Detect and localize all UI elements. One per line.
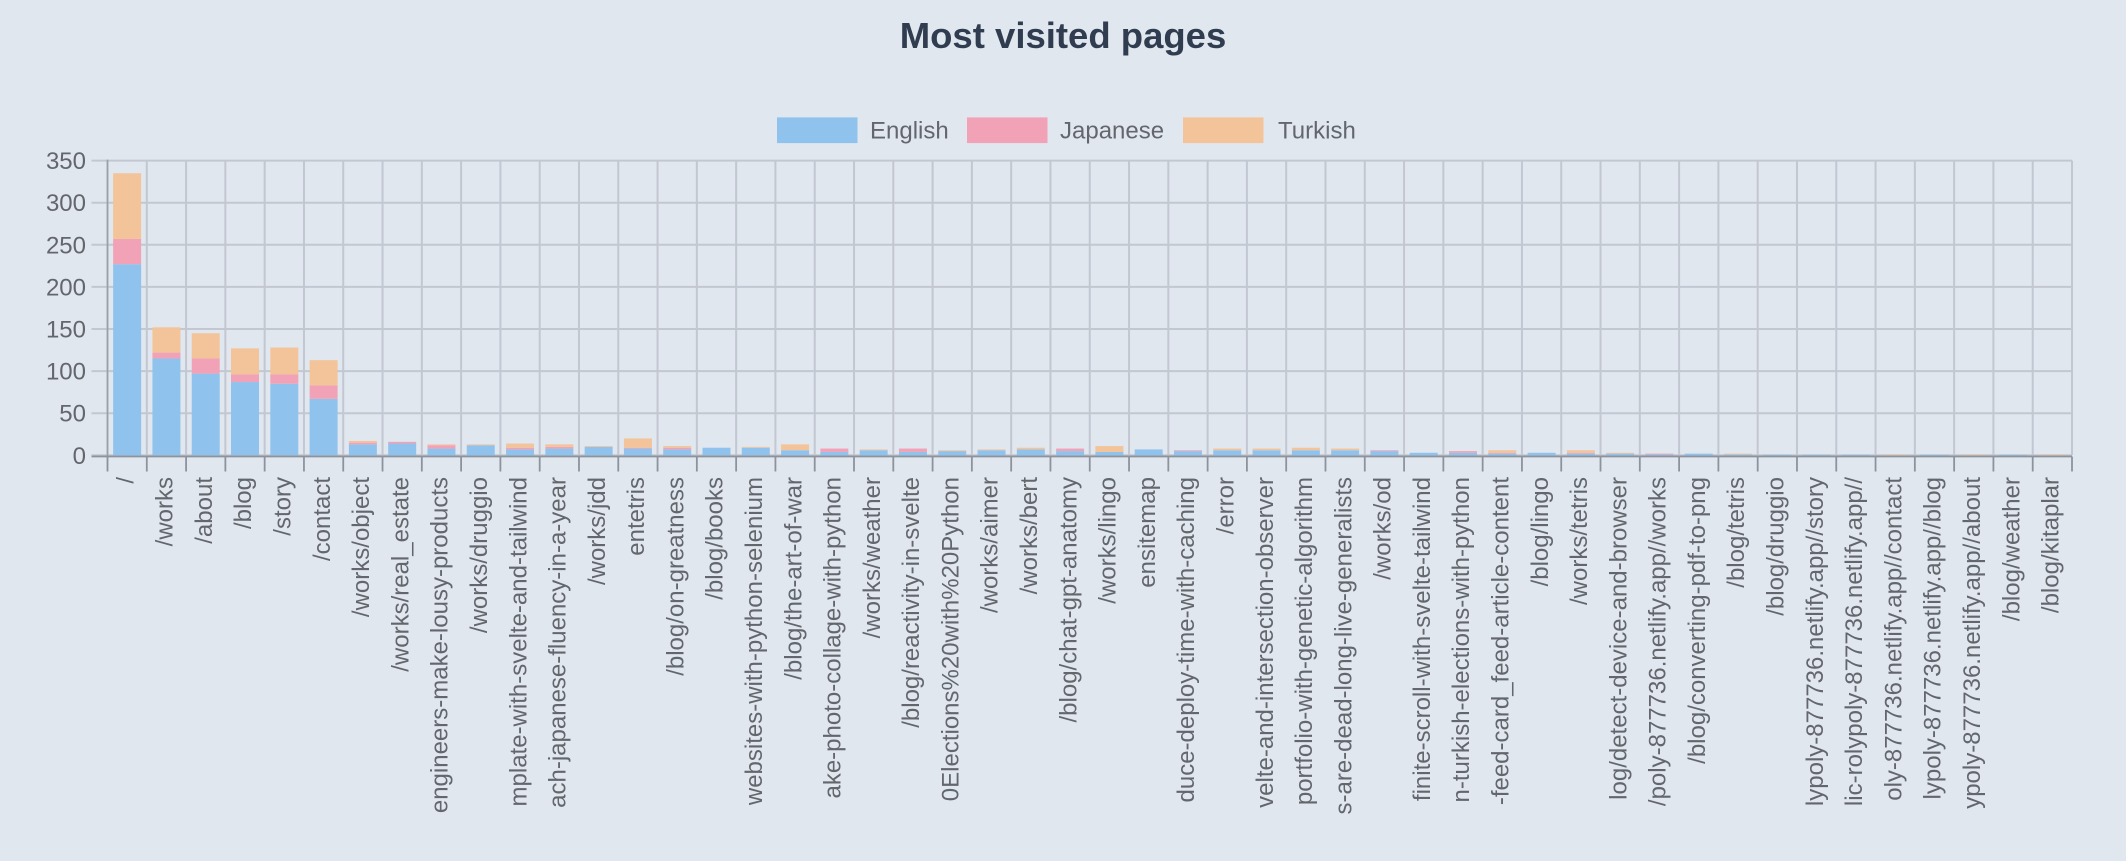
svg-text:0Elections%20with%20Python: 0Elections%20with%20Python xyxy=(937,477,964,801)
svg-text:s-are-dead-long-live-generalis: s-are-dead-long-live-generalists xyxy=(1330,477,1357,815)
svg-text:duce-deploy-time-with-caching: duce-deploy-time-with-caching xyxy=(1173,477,1200,802)
svg-text:velte-and-intersection-observe: velte-and-intersection-observer xyxy=(1252,477,1279,808)
svg-text:Turkish: Turkish xyxy=(1278,117,1356,144)
svg-text:lypoly-877736.netlify.app//blo: lypoly-877736.netlify.app//blog xyxy=(1920,477,1947,799)
svg-text:/story: /story xyxy=(270,477,297,536)
svg-text:/: / xyxy=(112,477,139,484)
svg-text:/blog/tetris: /blog/tetris xyxy=(1723,477,1750,588)
svg-text:Japanese: Japanese xyxy=(1060,117,1164,144)
svg-text:/works/real_estate: /works/real_estate xyxy=(387,477,414,672)
svg-text:/works/aimer: /works/aimer xyxy=(977,477,1004,613)
svg-text:/works/object: /works/object xyxy=(348,477,375,617)
svg-text:lypoly-877736.netlify.app//sto: lypoly-877736.netlify.app//story xyxy=(1802,477,1829,806)
svg-text:/blog/on-greatness: /blog/on-greatness xyxy=(662,477,689,676)
svg-text:engineers-make-lousy-products: engineers-make-lousy-products xyxy=(427,477,454,813)
svg-text:portfolio-with-genetic-algorit: portfolio-with-genetic-algorithm xyxy=(1291,477,1318,805)
svg-text:n-turkish-elections-with-pytho: n-turkish-elections-with-python xyxy=(1448,477,1475,802)
svg-text:websites-with-python-selenium: websites-with-python-selenium xyxy=(741,477,768,806)
svg-text:/works/jdd: /works/jdd xyxy=(584,477,611,585)
svg-text:/blog/books: /blog/books xyxy=(702,477,729,600)
svg-text:mplate-with-svelte-and-tailwin: mplate-with-svelte-and-tailwind xyxy=(505,477,532,806)
svg-text:100: 100 xyxy=(46,359,86,386)
svg-text:300: 300 xyxy=(46,190,86,217)
svg-text:/poly-877736.netlify.app//work: /poly-877736.netlify.app//works xyxy=(1645,477,1672,806)
svg-text:ach-japanese-fluency-in-a-year: ach-japanese-fluency-in-a-year xyxy=(545,477,572,808)
svg-text:oly-877736.netlify.app//contac: oly-877736.netlify.app//contact xyxy=(1880,477,1907,801)
svg-text:0: 0 xyxy=(73,443,86,470)
svg-text:50: 50 xyxy=(59,401,86,428)
svg-text:/blog/weather: /blog/weather xyxy=(1998,477,2025,621)
svg-text:Most visited pages: Most visited pages xyxy=(900,15,1227,56)
svg-text:/works/bert: /works/bert xyxy=(1016,477,1043,595)
svg-text:/works/weather: /works/weather xyxy=(859,477,886,638)
svg-text:350: 350 xyxy=(46,148,86,175)
svg-text:ensitemap: ensitemap xyxy=(1134,477,1161,588)
svg-text:/about: /about xyxy=(191,477,218,544)
svg-text:/blog/lingo: /blog/lingo xyxy=(1527,477,1554,586)
svg-text:English: English xyxy=(870,117,949,144)
svg-text:/blog/the-art-of-war: /blog/the-art-of-war xyxy=(780,477,807,680)
svg-text:-feed-card_feed-article-conten: -feed-card_feed-article-content xyxy=(1488,477,1515,806)
svg-text:ake-photo-collage-with-python: ake-photo-collage-with-python xyxy=(820,477,847,799)
svg-text:150: 150 xyxy=(46,317,86,344)
svg-text:/blog/chat-gpt-anatomy: /blog/chat-gpt-anatomy xyxy=(1055,477,1082,722)
svg-text:finite-scroll-with-svelte-tail: finite-scroll-with-svelte-tailwind xyxy=(1409,477,1436,801)
svg-text:/works/lingo: /works/lingo xyxy=(1095,477,1122,604)
svg-text:250: 250 xyxy=(46,232,86,259)
svg-text:/blog: /blog xyxy=(230,477,257,529)
svg-text:200: 200 xyxy=(46,274,86,301)
svg-text:/blog/kitaplar: /blog/kitaplar xyxy=(2038,477,2065,613)
svg-text:/works: /works xyxy=(152,477,179,546)
svg-text:/contact: /contact xyxy=(309,477,336,561)
svg-text:ypoly-877736.netlify.app//abou: ypoly-877736.netlify.app//about xyxy=(1959,477,1986,809)
svg-text:/works/od: /works/od xyxy=(1370,477,1397,580)
svg-text:lic-rolypoly-877736.netlify.ap: lic-rolypoly-877736.netlify.app// xyxy=(1841,477,1868,806)
svg-text:/blog/converting-pdf-to-png: /blog/converting-pdf-to-png xyxy=(1684,477,1711,764)
svg-text:log/detect-device-and-browser: log/detect-device-and-browser xyxy=(1605,477,1632,800)
svg-text:/works/druggio: /works/druggio xyxy=(466,477,493,633)
svg-text:/blog/reactivity-in-svelte: /blog/reactivity-in-svelte xyxy=(898,477,925,728)
svg-text:entetris: entetris xyxy=(623,477,650,556)
svg-text:/error: /error xyxy=(1212,477,1239,534)
svg-text:/works/tetris: /works/tetris xyxy=(1566,477,1593,605)
svg-text:/blog/druggio: /blog/druggio xyxy=(1763,477,1790,616)
